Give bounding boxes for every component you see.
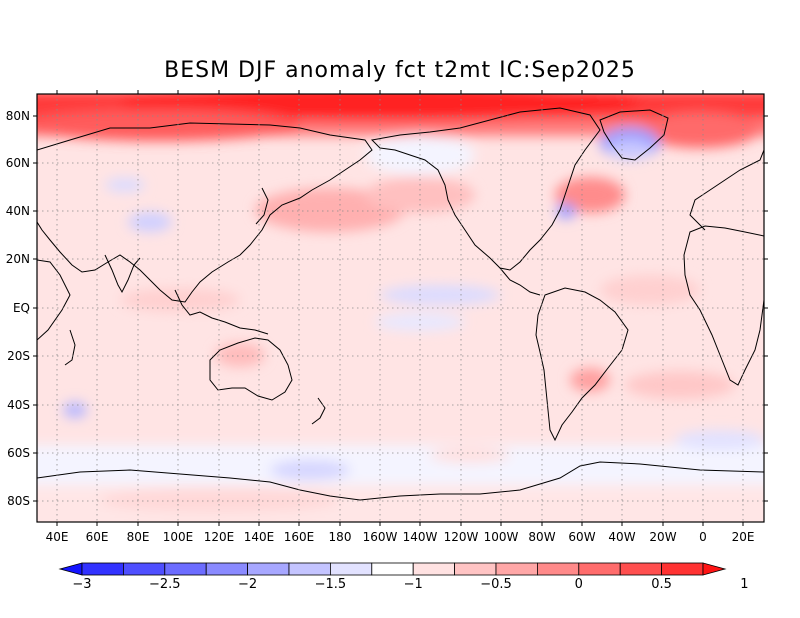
lon-label: 60W bbox=[568, 530, 595, 544]
colorbar-cell bbox=[123, 562, 166, 576]
lat-label: EQ bbox=[13, 301, 30, 315]
lon-label: 20W bbox=[649, 530, 676, 544]
lon-label: 160E bbox=[284, 530, 315, 544]
colorbar-label: −2.5 bbox=[149, 577, 181, 592]
colorbar-label: −1 bbox=[404, 577, 423, 592]
colorbar-cell bbox=[205, 562, 248, 576]
lon-label: 140W bbox=[403, 530, 438, 544]
lon-label: 120W bbox=[444, 530, 479, 544]
colorbar-cell bbox=[329, 562, 373, 576]
lat-label: 20S bbox=[7, 349, 30, 363]
lat-label: 60S bbox=[7, 446, 30, 460]
lon-axis: 40E 60E 80E 100E 120E 140E 160E 180 160W… bbox=[46, 90, 755, 544]
lon-label: 120E bbox=[204, 530, 235, 544]
lon-label: 80W bbox=[528, 530, 555, 544]
colorbar: −3−2.5−2−1.5−1−0.500.511.522.53 bbox=[58, 562, 749, 592]
lon-label: 80E bbox=[127, 530, 150, 544]
lon-label: 40E bbox=[46, 530, 69, 544]
colorbar-label: −0.5 bbox=[480, 577, 512, 592]
lon-label: 60E bbox=[86, 530, 109, 544]
colorbar-label: 0 bbox=[575, 577, 583, 592]
colorbar-label: −2 bbox=[238, 577, 257, 592]
colorbar-cell bbox=[371, 562, 414, 576]
grid-lines bbox=[37, 94, 764, 522]
colorbar-cell bbox=[288, 562, 331, 576]
colorbar-cell bbox=[537, 562, 580, 576]
colorbar-cell bbox=[247, 562, 290, 576]
lat-label: 40N bbox=[6, 204, 30, 218]
colorbar-cell bbox=[495, 562, 538, 576]
colorbar-cell bbox=[619, 562, 663, 576]
lon-label: 0 bbox=[699, 530, 707, 544]
colorbar-low-arrow bbox=[58, 562, 83, 576]
coastlines bbox=[37, 107, 764, 501]
map-title: BESM DJF anomaly fct t2mt IC:Sep2025 bbox=[164, 58, 636, 83]
colorbar-cell bbox=[578, 562, 621, 576]
lon-label: 20E bbox=[732, 530, 755, 544]
lon-label: 180 bbox=[329, 530, 352, 544]
lon-label: 40W bbox=[608, 530, 635, 544]
lat-label: 20N bbox=[6, 252, 30, 266]
colorbar-label: −3 bbox=[72, 577, 91, 592]
colorbar-cell bbox=[164, 562, 207, 576]
lat-label: 40S bbox=[7, 398, 30, 412]
lon-label: 140E bbox=[244, 530, 275, 544]
colorbar-label: 0.5 bbox=[651, 577, 672, 592]
lat-label: 60N bbox=[6, 156, 30, 170]
lon-label: 160W bbox=[363, 530, 398, 544]
lat-axis: 80N 60N 40N 20N EQ 20S 40S 60S 80S bbox=[6, 109, 768, 508]
lon-label: 100W bbox=[484, 530, 519, 544]
colorbar-label: −1.5 bbox=[315, 577, 347, 592]
lat-label: 80S bbox=[7, 494, 30, 508]
colorbar-label: 1 bbox=[740, 577, 748, 592]
lon-label: 100E bbox=[163, 530, 194, 544]
anomaly-field bbox=[37, 94, 764, 522]
colorbar-cell bbox=[81, 562, 124, 576]
colorbar-cell bbox=[454, 562, 497, 576]
colorbar-cell bbox=[661, 562, 704, 576]
lat-label: 80N bbox=[6, 109, 30, 123]
colorbar-high-arrow bbox=[702, 562, 727, 576]
colorbar-cell bbox=[412, 562, 456, 576]
